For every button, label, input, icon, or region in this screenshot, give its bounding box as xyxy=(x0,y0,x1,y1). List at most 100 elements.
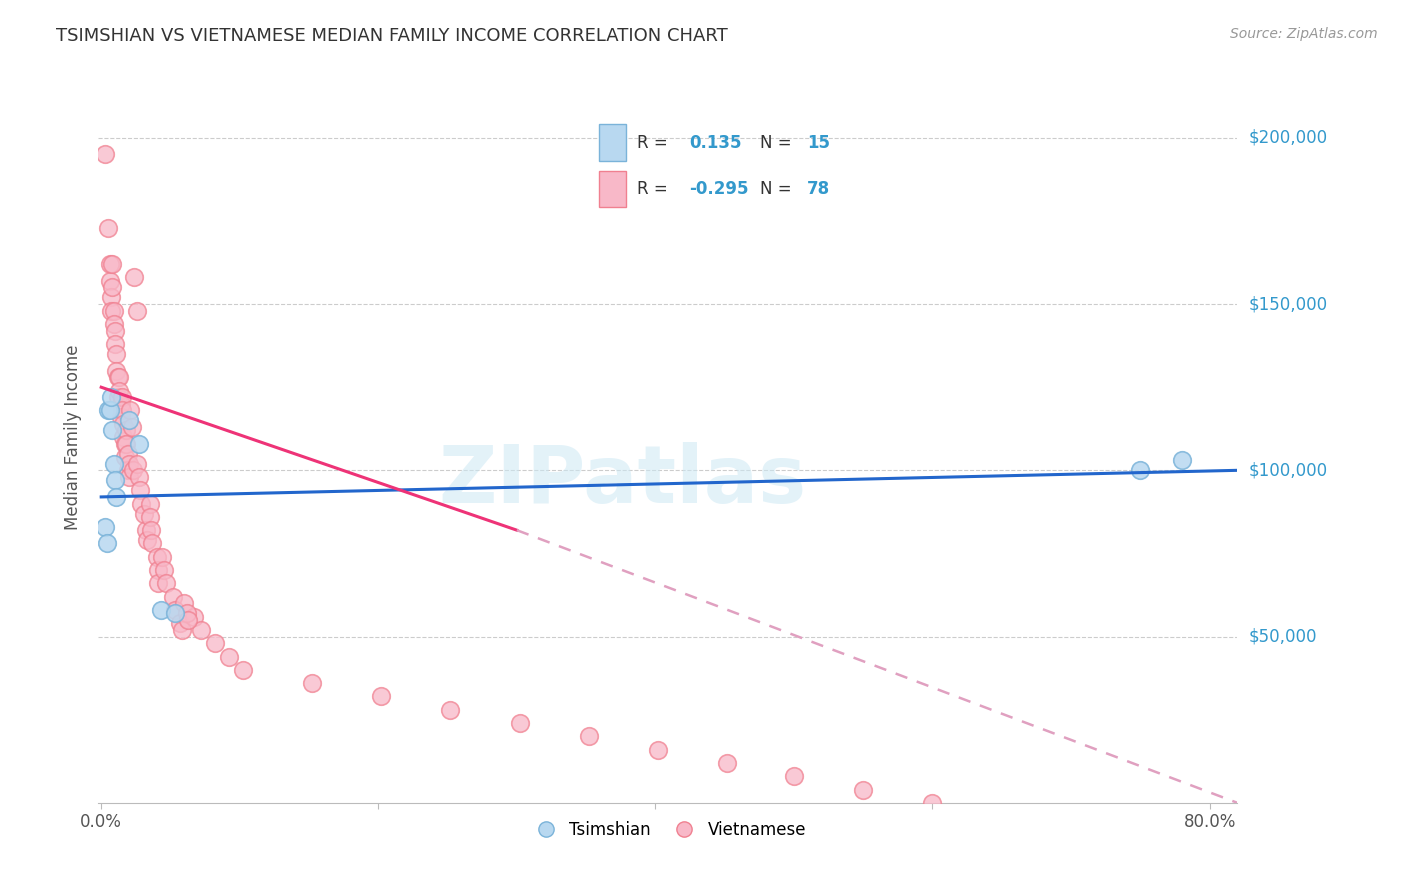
Point xyxy=(145,549,167,564)
Point xyxy=(716,756,738,770)
Point xyxy=(169,616,191,631)
Point xyxy=(231,663,253,677)
Point xyxy=(118,457,141,471)
Point xyxy=(139,523,162,537)
Point xyxy=(118,413,141,427)
Point xyxy=(146,563,169,577)
Point xyxy=(149,603,172,617)
Point xyxy=(117,463,139,477)
Point xyxy=(97,220,120,235)
Point xyxy=(150,549,173,564)
Point xyxy=(110,410,132,425)
Point xyxy=(112,430,135,444)
Point xyxy=(921,796,943,810)
Text: $100,000: $100,000 xyxy=(1249,461,1327,479)
Legend: Tsimshian, Vietnamese: Tsimshian, Vietnamese xyxy=(523,814,813,846)
Point xyxy=(509,716,531,731)
Y-axis label: Median Family Income: Median Family Income xyxy=(65,344,83,530)
Text: Source: ZipAtlas.com: Source: ZipAtlas.com xyxy=(1230,27,1378,41)
Point xyxy=(124,270,146,285)
Point xyxy=(301,676,323,690)
Point xyxy=(105,347,128,361)
Point xyxy=(97,403,120,417)
Point xyxy=(104,473,127,487)
Point xyxy=(852,782,875,797)
Point xyxy=(128,470,150,484)
Point xyxy=(146,576,169,591)
Point xyxy=(112,417,135,431)
Point xyxy=(204,636,226,650)
Point xyxy=(131,497,153,511)
Point xyxy=(100,290,122,304)
Point xyxy=(101,257,124,271)
Point xyxy=(111,403,134,417)
Point xyxy=(108,384,131,398)
Point xyxy=(108,370,131,384)
Point xyxy=(370,690,392,704)
Point xyxy=(100,390,122,404)
Point xyxy=(183,609,205,624)
Point xyxy=(783,769,806,783)
Point xyxy=(98,403,121,417)
Point xyxy=(578,729,600,743)
Point xyxy=(163,603,186,617)
Point xyxy=(127,457,149,471)
Point xyxy=(135,533,157,548)
Point xyxy=(152,563,174,577)
Point xyxy=(176,607,198,621)
Point xyxy=(163,607,186,621)
Point xyxy=(1171,453,1194,467)
Point xyxy=(101,424,124,438)
Point xyxy=(101,280,124,294)
Point xyxy=(105,363,128,377)
Point xyxy=(1129,463,1152,477)
Point xyxy=(114,450,136,464)
Point xyxy=(103,317,125,331)
Text: ZIPatlas: ZIPatlas xyxy=(439,442,807,520)
Text: $200,000: $200,000 xyxy=(1249,128,1327,147)
Point xyxy=(177,613,200,627)
Point xyxy=(134,507,156,521)
Point xyxy=(104,324,127,338)
Point xyxy=(138,509,160,524)
Point xyxy=(94,147,117,161)
Text: TSIMSHIAN VS VIETNAMESE MEDIAN FAMILY INCOME CORRELATION CHART: TSIMSHIAN VS VIETNAMESE MEDIAN FAMILY IN… xyxy=(56,27,728,45)
Point xyxy=(98,257,121,271)
Point xyxy=(115,436,138,450)
Point xyxy=(100,303,122,318)
Point xyxy=(647,742,669,756)
Point xyxy=(122,463,145,477)
Point xyxy=(162,590,184,604)
Point xyxy=(98,274,121,288)
Text: $150,000: $150,000 xyxy=(1249,295,1327,313)
Text: $50,000: $50,000 xyxy=(1249,628,1317,646)
Point xyxy=(110,397,132,411)
Point xyxy=(117,447,139,461)
Point xyxy=(111,390,134,404)
Point xyxy=(218,649,240,664)
Point xyxy=(104,337,127,351)
Point xyxy=(135,523,157,537)
Point xyxy=(94,520,117,534)
Point xyxy=(118,470,141,484)
Point xyxy=(105,490,128,504)
Point xyxy=(155,576,177,591)
Point xyxy=(103,303,125,318)
Point xyxy=(190,623,212,637)
Point xyxy=(120,403,142,417)
Point xyxy=(138,497,160,511)
Point xyxy=(114,436,136,450)
Point xyxy=(173,596,195,610)
Point xyxy=(103,457,125,471)
Point xyxy=(96,536,118,550)
Point xyxy=(121,420,143,434)
Point xyxy=(439,703,461,717)
Point xyxy=(107,370,129,384)
Point xyxy=(107,390,129,404)
Point xyxy=(128,436,150,450)
Point xyxy=(170,623,193,637)
Point xyxy=(115,424,138,438)
Point xyxy=(141,536,163,550)
Point xyxy=(127,303,149,318)
Point xyxy=(129,483,152,498)
